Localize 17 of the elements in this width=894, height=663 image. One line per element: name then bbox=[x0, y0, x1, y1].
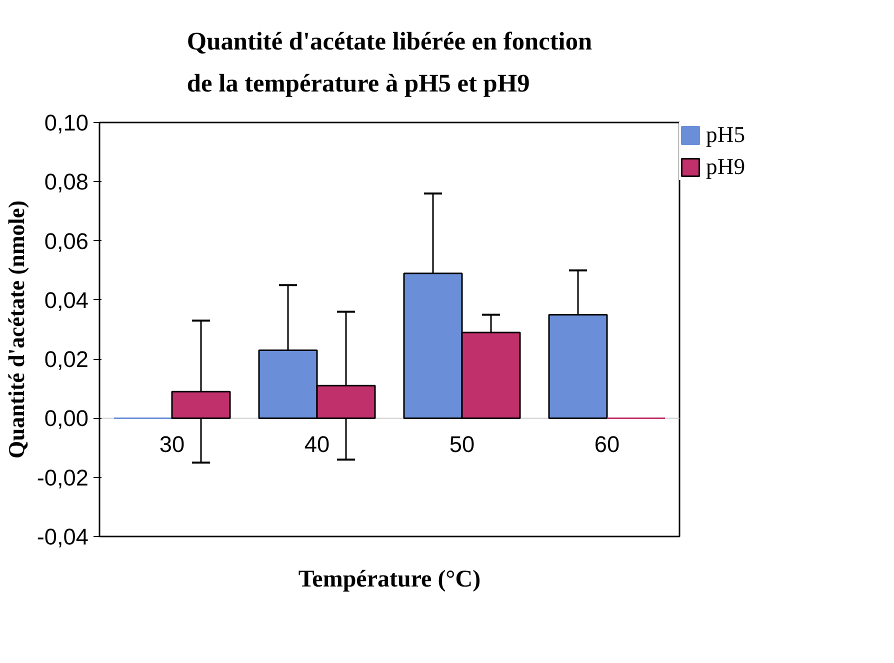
x-tick-label: 50 bbox=[449, 431, 475, 458]
x-axis-title: Température (°C) bbox=[298, 566, 481, 592]
y-tick-label: 0,10 bbox=[44, 110, 89, 136]
x-tick-label: 60 bbox=[594, 431, 620, 458]
y-tick-label: -0,04 bbox=[36, 524, 88, 550]
y-tick-label: 0,02 bbox=[44, 346, 89, 372]
x-tick-label: 40 bbox=[304, 431, 330, 458]
x-tick-label: 30 bbox=[159, 431, 185, 458]
chart-title: Quantité d'acétate libérée en fonction de la température à pH5 et pH9 bbox=[186, 28, 592, 98]
y-tick-label: 0,06 bbox=[44, 228, 89, 254]
y-tick-label: 0,00 bbox=[44, 405, 89, 432]
y-tick-label: -0,02 bbox=[36, 464, 88, 490]
legend-label: pH5 bbox=[706, 122, 746, 148]
y-axis-title: Quantité d'acétate (nmole) bbox=[4, 200, 29, 458]
y-tick-label: 0,04 bbox=[44, 286, 89, 313]
legend-label: pH9 bbox=[706, 154, 746, 180]
y-tick-label: 0,08 bbox=[44, 168, 89, 195]
